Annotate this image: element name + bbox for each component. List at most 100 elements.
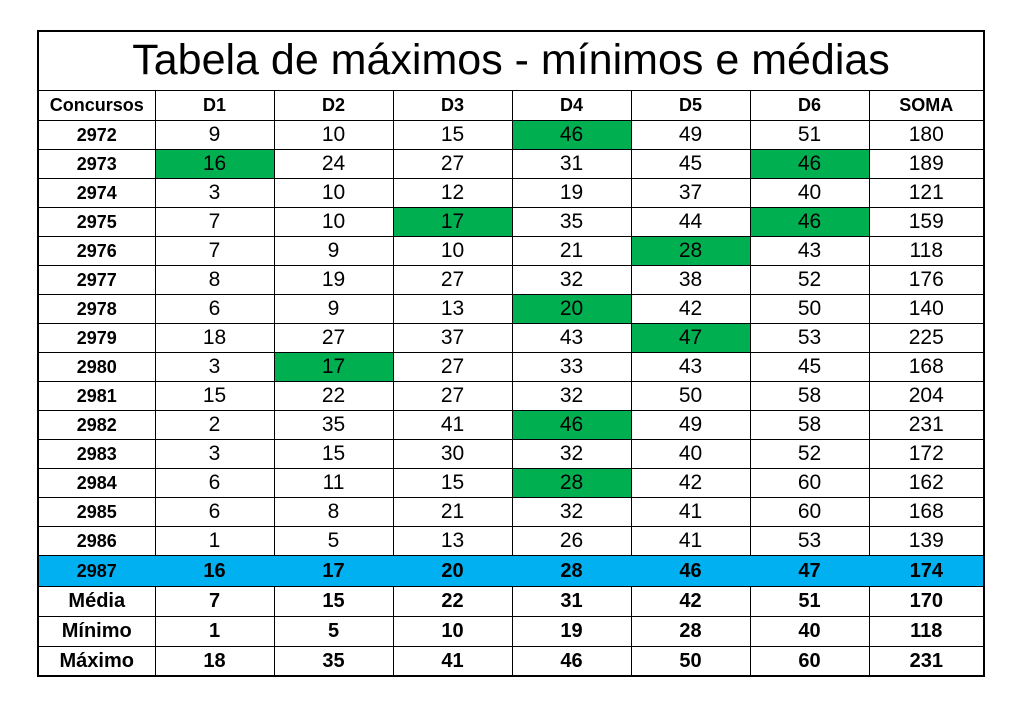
cell-d5: 41 <box>630 525 751 556</box>
summary-cell-d2: 35 <box>273 645 394 677</box>
contest-number: 2972 <box>37 119 156 150</box>
table-body: Tabela de máximos - mínimos e médias Con… <box>37 30 985 677</box>
cell-d6: 51 <box>749 119 870 150</box>
cell-d4: 32 <box>511 380 632 411</box>
table-row: 2984 6 11 15 28 42 60 162 <box>37 467 985 498</box>
cell-d5: 42 <box>630 293 751 324</box>
page-title: Tabela de máximos - mínimos e médias <box>37 30 985 91</box>
cell-d6: 40 <box>749 177 870 208</box>
summary-row: Média 7 15 22 31 42 51 170 <box>37 585 985 617</box>
cell-d1: 3 <box>154 351 275 382</box>
summary-cell-d5: 42 <box>630 585 751 617</box>
cell-d4: 26 <box>511 525 632 556</box>
cell-soma: 189 <box>868 148 985 179</box>
cell-soma: 168 <box>868 496 985 527</box>
cell-d2: 11 <box>273 467 394 498</box>
cell-d4: 46 <box>511 409 632 440</box>
cell-d1: 1 <box>154 525 275 556</box>
cell-d3: 20 <box>392 554 513 587</box>
cell-soma: 159 <box>868 206 985 237</box>
table-row: 2981 15 22 27 32 50 58 204 <box>37 380 985 411</box>
column-header-soma: SOMA <box>868 89 985 121</box>
summary-label: Mínimo <box>37 615 156 647</box>
cell-d6: 53 <box>749 525 870 556</box>
cell-d2: 10 <box>273 119 394 150</box>
summary-cell-d5: 50 <box>630 645 751 677</box>
cell-d2: 35 <box>273 409 394 440</box>
column-header-concursos: Concursos <box>37 89 156 121</box>
cell-d2: 27 <box>273 322 394 353</box>
cell-d1: 8 <box>154 264 275 295</box>
summary-cell-soma: 231 <box>868 645 985 677</box>
summary-cell-d4: 19 <box>511 615 632 647</box>
cell-d1: 6 <box>154 293 275 324</box>
contest-number: 2981 <box>37 380 156 411</box>
contest-number: 2977 <box>37 264 156 295</box>
contest-number: 2976 <box>37 235 156 266</box>
cell-d6: 52 <box>749 438 870 469</box>
summary-cell-soma: 170 <box>868 585 985 617</box>
cell-d3: 17 <box>392 206 513 237</box>
column-header-d3: D3 <box>392 89 513 121</box>
summary-cell-d5: 28 <box>630 615 751 647</box>
table-row: 2982 2 35 41 46 49 58 231 <box>37 409 985 440</box>
contest-number: 2975 <box>37 206 156 237</box>
cell-d5: 49 <box>630 119 751 150</box>
contest-number: 2979 <box>37 322 156 353</box>
cell-d5: 44 <box>630 206 751 237</box>
cell-d1: 7 <box>154 235 275 266</box>
cell-d6: 52 <box>749 264 870 295</box>
cell-soma: 121 <box>868 177 985 208</box>
cell-d3: 15 <box>392 119 513 150</box>
cell-soma: 172 <box>868 438 985 469</box>
cell-d6: 58 <box>749 409 870 440</box>
cell-d4: 20 <box>511 293 632 324</box>
cell-d4: 32 <box>511 438 632 469</box>
cell-soma: 174 <box>868 554 985 587</box>
cell-d5: 49 <box>630 409 751 440</box>
contest-number: 2982 <box>37 409 156 440</box>
cell-d5: 42 <box>630 467 751 498</box>
cell-d2: 5 <box>273 525 394 556</box>
cell-d3: 10 <box>392 235 513 266</box>
cell-d3: 13 <box>392 525 513 556</box>
cell-d3: 37 <box>392 322 513 353</box>
cell-d1: 15 <box>154 380 275 411</box>
cell-d1: 6 <box>154 496 275 527</box>
summary-cell-d6: 60 <box>749 645 870 677</box>
cell-d1: 16 <box>154 148 275 179</box>
summary-cell-d3: 10 <box>392 615 513 647</box>
cell-d4: 33 <box>511 351 632 382</box>
cell-soma: 118 <box>868 235 985 266</box>
cell-d4: 28 <box>511 554 632 587</box>
cell-d2: 9 <box>273 293 394 324</box>
cell-d2: 17 <box>273 554 394 587</box>
cell-d3: 41 <box>392 409 513 440</box>
summary-cell-d2: 15 <box>273 585 394 617</box>
cell-d2: 9 <box>273 235 394 266</box>
summary-cell-soma: 118 <box>868 615 985 647</box>
table-row-current: 2987 16 17 20 28 46 47 174 <box>37 554 985 587</box>
cell-d4: 32 <box>511 496 632 527</box>
cell-d6: 43 <box>749 235 870 266</box>
cell-d1: 3 <box>154 177 275 208</box>
cell-soma: 204 <box>868 380 985 411</box>
cell-d2: 10 <box>273 206 394 237</box>
cell-d5: 38 <box>630 264 751 295</box>
table-row: 2978 6 9 13 20 42 50 140 <box>37 293 985 324</box>
cell-d3: 15 <box>392 467 513 498</box>
table-row: 2980 3 17 27 33 43 45 168 <box>37 351 985 382</box>
cell-d1: 2 <box>154 409 275 440</box>
cell-d4: 32 <box>511 264 632 295</box>
table-row: 2985 6 8 21 32 41 60 168 <box>37 496 985 527</box>
cell-d5: 28 <box>630 235 751 266</box>
cell-d3: 12 <box>392 177 513 208</box>
summary-cell-d4: 46 <box>511 645 632 677</box>
cell-d5: 50 <box>630 380 751 411</box>
column-header-d6: D6 <box>749 89 870 121</box>
summary-cell-d6: 40 <box>749 615 870 647</box>
cell-soma: 168 <box>868 351 985 382</box>
cell-d5: 40 <box>630 438 751 469</box>
cell-d4: 31 <box>511 148 632 179</box>
contest-number: 2978 <box>37 293 156 324</box>
